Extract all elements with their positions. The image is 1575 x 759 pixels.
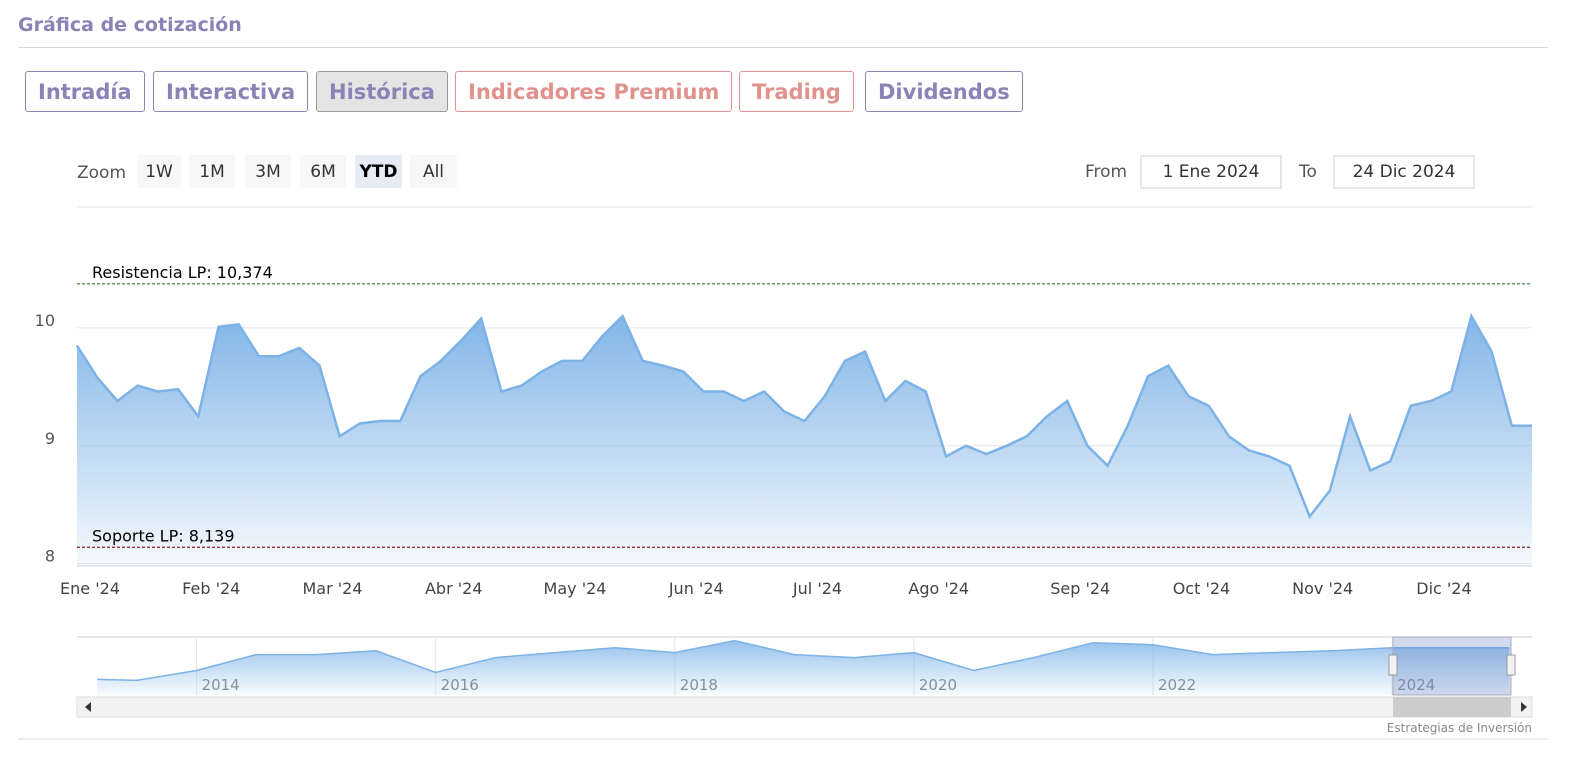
range-to-input[interactable] — [1333, 155, 1475, 189]
tab[interactable]: Intradía — [25, 71, 145, 112]
x-tick-label: Ago '24 — [908, 579, 969, 598]
zoom-button[interactable]: 1W — [137, 155, 181, 188]
zoom-button[interactable]: 6M — [300, 155, 346, 188]
zoom-button[interactable]: All — [410, 155, 457, 188]
plot-line-label: Resistencia LP: 10,374 — [92, 263, 273, 282]
price-line — [75, 312, 1532, 519]
x-tick-label: Feb '24 — [182, 579, 240, 598]
plot-line-label: Soporte LP: 8,139 — [92, 526, 235, 545]
y-tick-label: 8 — [45, 547, 55, 566]
divider — [18, 47, 1548, 48]
navigator-selection[interactable] — [1392, 636, 1512, 696]
zoom-button-bg — [300, 155, 346, 188]
scrollbar-track — [76, 696, 1533, 718]
zoom-button-bg — [245, 155, 291, 188]
navigator-handle[interactable] — [1388, 654, 1398, 676]
zoom-button[interactable]: 3M — [245, 155, 291, 188]
zoom-button[interactable]: 1M — [189, 155, 235, 188]
zoom-button[interactable]: YTD — [355, 155, 402, 188]
navigator-handle[interactable] — [1506, 654, 1516, 676]
scrollbar-thumb[interactable] — [1393, 697, 1511, 717]
navigator-area — [97, 640, 1510, 695]
x-tick-label: Jun '24 — [668, 579, 724, 598]
scrollbar-right-arrow[interactable] — [1521, 702, 1527, 712]
x-tick-label: Abr '24 — [425, 579, 483, 598]
x-tick-label: Oct '24 — [1173, 579, 1231, 598]
range-to-label: To — [1298, 162, 1317, 182]
tab[interactable]: Dividendos — [865, 71, 1023, 112]
zoom-button-label: 6M — [310, 162, 335, 182]
zoom-label: Zoom — [77, 163, 126, 183]
zoom-button-bg — [410, 155, 457, 188]
y-tick-label: 10 — [35, 311, 55, 330]
x-tick-label: Jul '24 — [792, 579, 842, 598]
scrollbar-left-arrow[interactable] — [85, 702, 91, 712]
x-tick-label: Sep '24 — [1050, 579, 1110, 598]
tab[interactable]: Trading — [739, 71, 854, 112]
y-tick-label: 9 — [45, 429, 55, 448]
x-tick-label: May '24 — [544, 579, 607, 598]
range-to-value: 24 Dic 2024 — [1353, 162, 1456, 182]
zoom-button-bg — [137, 155, 181, 188]
zoom-button-bg — [189, 155, 235, 188]
x-tick-label: Mar '24 — [302, 579, 362, 598]
zoom-button-bg — [355, 155, 402, 188]
credits: Estrategias de Inversión — [1387, 721, 1532, 735]
x-tick-label: Dic '24 — [1416, 579, 1471, 598]
tab[interactable]: Indicadores Premium — [455, 71, 733, 112]
range-from-input[interactable] — [1140, 155, 1282, 189]
zoom-button-label: YTD — [358, 162, 397, 182]
x-tick-label: Nov '24 — [1292, 579, 1353, 598]
x-tick-label: Ene '24 — [60, 579, 120, 598]
page-title: Gráfica de cotización — [18, 14, 242, 36]
zoom-button-label: All — [423, 162, 444, 182]
range-from-label: From — [1085, 162, 1127, 182]
range-from-value: 1 Ene 2024 — [1163, 162, 1260, 182]
zoom-button-label: 1M — [199, 162, 224, 182]
area-fill — [77, 316, 1532, 566]
tab[interactable]: Histórica — [316, 71, 448, 112]
tab[interactable]: Interactiva — [153, 71, 309, 112]
zoom-button-label: 3M — [255, 162, 280, 182]
navigator-line — [97, 639, 1510, 682]
zoom-button-label: 1W — [145, 162, 173, 182]
